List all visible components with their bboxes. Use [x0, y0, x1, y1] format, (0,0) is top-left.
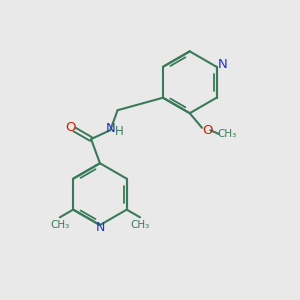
- Text: O: O: [65, 121, 75, 134]
- Text: H: H: [116, 125, 124, 138]
- Text: CH₃: CH₃: [50, 220, 70, 230]
- Text: N: N: [106, 122, 116, 135]
- Text: CH₃: CH₃: [130, 220, 150, 230]
- Text: O: O: [202, 124, 213, 137]
- Text: CH₃: CH₃: [218, 129, 237, 139]
- Text: N: N: [95, 221, 105, 234]
- Text: N: N: [218, 58, 228, 71]
